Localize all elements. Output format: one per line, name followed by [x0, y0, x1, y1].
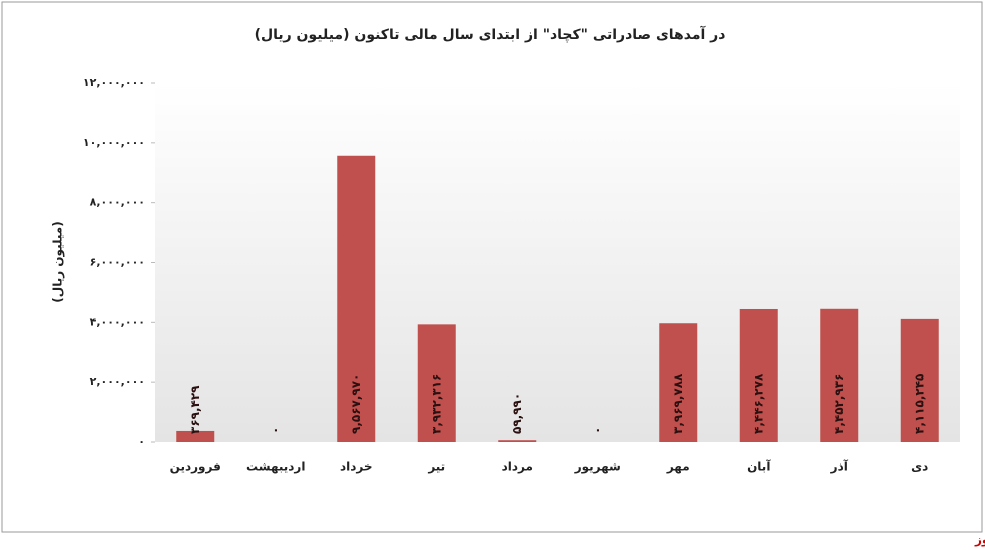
- x-tick-label: اردیبهشت: [246, 460, 305, 474]
- y-tick-label: ۸,۰۰۰,۰۰۰: [90, 196, 145, 209]
- y-axis-title: (میلیون ریال): [51, 221, 66, 302]
- value-label: ۳۶۹,۴۲۹: [188, 385, 202, 434]
- value-label: ۰: [268, 427, 282, 434]
- value-label: ۴,۴۴۶,۲۷۸: [751, 373, 765, 434]
- bar: [900, 318, 939, 442]
- x-tick-label: شهریور: [574, 460, 621, 475]
- bar: [498, 440, 537, 442]
- y-tick-label: ۶,۰۰۰,۰۰۰: [90, 256, 145, 269]
- y-tick-label: ۱۰,۰۰۰,۰۰۰: [83, 136, 145, 149]
- value-label: ۵۹,۹۹۰: [510, 393, 524, 434]
- x-tick-label: آبان: [747, 459, 771, 474]
- x-tick-label: آذر: [830, 459, 849, 474]
- bar: [176, 430, 215, 442]
- value-label: ۳,۹۳۲,۳۱۶: [429, 374, 443, 434]
- y-tick-label: ۴,۰۰۰,۰۰۰: [90, 315, 145, 328]
- bar: [739, 308, 778, 442]
- bar: [659, 323, 698, 442]
- y-tick-label: ۱۲,۰۰۰,۰۰۰: [83, 76, 145, 89]
- bar: [337, 155, 376, 442]
- x-tick-label: فروردین: [170, 460, 221, 475]
- y-tick-label: ۰: [138, 435, 145, 448]
- x-tick-label: دی: [911, 460, 928, 474]
- chart-title: در آمدهای صادراتی "کچاد" از ابتدای سال م…: [255, 25, 726, 43]
- value-label: ۴,۴۵۲,۹۳۶: [832, 374, 846, 434]
- value-label: ۳,۹۶۹,۷۸۸: [671, 373, 685, 434]
- value-label: ۰: [590, 427, 604, 434]
- x-tick-label: مرداد: [502, 460, 533, 474]
- x-tick-label: مهر: [666, 460, 690, 474]
- bar: [417, 324, 456, 442]
- x-tick-label: خرداد: [340, 460, 373, 474]
- source: بورس نیوز: [974, 533, 985, 548]
- y-tick-label: ۲,۰۰۰,۰۰۰: [90, 375, 145, 388]
- value-label: ۹,۵۶۷,۹۷۰: [349, 374, 363, 434]
- x-tick-label: تیر: [427, 460, 445, 474]
- value-label: ۴,۱۱۵,۲۴۵: [912, 374, 926, 434]
- bar: [820, 308, 859, 442]
